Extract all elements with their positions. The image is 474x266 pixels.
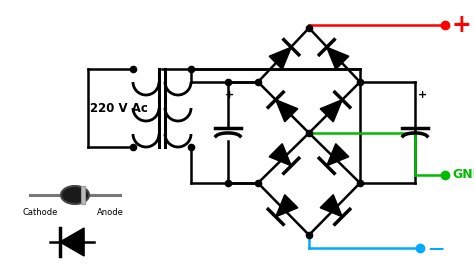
Polygon shape: [276, 100, 298, 122]
Text: +: +: [452, 13, 472, 37]
Text: +: +: [225, 90, 234, 100]
Bar: [81, 186, 85, 204]
Polygon shape: [327, 144, 349, 166]
Polygon shape: [327, 47, 349, 69]
Polygon shape: [60, 228, 84, 256]
Polygon shape: [269, 144, 292, 166]
Polygon shape: [276, 195, 298, 217]
Text: Cathode: Cathode: [22, 208, 58, 217]
Polygon shape: [269, 47, 292, 69]
Polygon shape: [320, 195, 342, 217]
Text: —: —: [428, 240, 443, 256]
Polygon shape: [320, 100, 342, 122]
Text: 220 V Ac: 220 V Ac: [90, 102, 148, 114]
Text: Anode: Anode: [97, 208, 123, 217]
Text: GND: GND: [452, 168, 474, 181]
Text: +: +: [418, 90, 427, 100]
Ellipse shape: [61, 186, 89, 204]
